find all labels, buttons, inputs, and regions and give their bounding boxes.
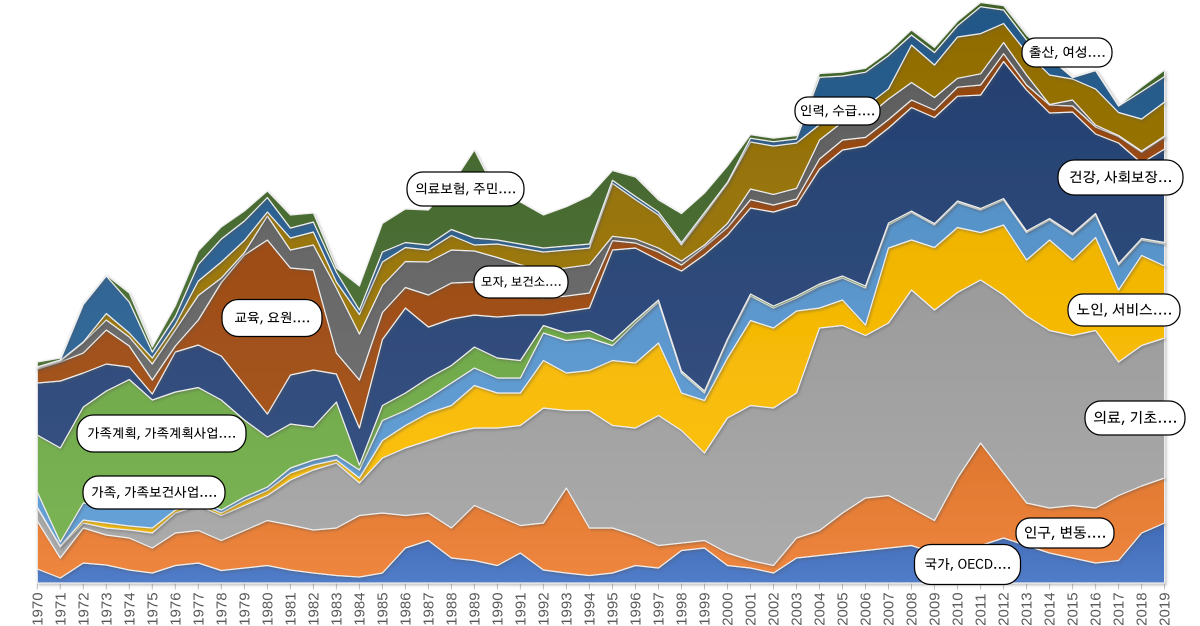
svg-text:2002: 2002 bbox=[766, 592, 783, 625]
svg-text:1974: 1974 bbox=[121, 592, 138, 625]
svg-text:2008: 2008 bbox=[904, 592, 921, 625]
svg-text:2003: 2003 bbox=[789, 592, 806, 625]
svg-text:1999: 1999 bbox=[697, 592, 714, 625]
svg-text:2004: 2004 bbox=[812, 592, 829, 625]
svg-text:1988: 1988 bbox=[444, 592, 461, 625]
svg-text:1970: 1970 bbox=[29, 592, 46, 625]
svg-text:1980: 1980 bbox=[260, 592, 277, 625]
svg-text:1998: 1998 bbox=[674, 592, 691, 625]
svg-text:1982: 1982 bbox=[306, 592, 323, 625]
svg-text:2005: 2005 bbox=[835, 592, 852, 625]
svg-text:1979: 1979 bbox=[237, 592, 254, 625]
svg-text:2012: 2012 bbox=[996, 592, 1013, 625]
svg-text:1986: 1986 bbox=[398, 592, 415, 625]
svg-text:2006: 2006 bbox=[858, 592, 875, 625]
svg-text:1996: 1996 bbox=[628, 592, 645, 625]
svg-text:2009: 2009 bbox=[927, 592, 944, 625]
svg-text:2018: 2018 bbox=[1134, 592, 1151, 625]
svg-text:1973: 1973 bbox=[98, 592, 115, 625]
svg-text:1985: 1985 bbox=[375, 592, 392, 625]
svg-text:1987: 1987 bbox=[421, 592, 438, 625]
svg-text:1995: 1995 bbox=[605, 592, 622, 625]
svg-text:2011: 2011 bbox=[973, 594, 990, 626]
svg-text:1990: 1990 bbox=[490, 592, 507, 625]
svg-text:1972: 1972 bbox=[75, 592, 92, 625]
svg-text:2017: 2017 bbox=[1111, 592, 1128, 625]
svg-text:1997: 1997 bbox=[651, 592, 668, 625]
svg-text:1976: 1976 bbox=[167, 592, 184, 625]
svg-text:1971: 1971 bbox=[52, 592, 69, 625]
svg-text:2019: 2019 bbox=[1157, 592, 1174, 625]
svg-text:2016: 2016 bbox=[1088, 592, 1105, 625]
svg-text:1994: 1994 bbox=[582, 592, 599, 625]
svg-text:1992: 1992 bbox=[536, 592, 553, 625]
svg-text:1975: 1975 bbox=[144, 592, 161, 625]
svg-text:2015: 2015 bbox=[1065, 592, 1082, 625]
svg-text:2010: 2010 bbox=[950, 592, 967, 625]
svg-text:1977: 1977 bbox=[190, 592, 207, 625]
svg-text:2013: 2013 bbox=[1019, 592, 1036, 625]
svg-text:1993: 1993 bbox=[559, 592, 576, 625]
svg-text:2014: 2014 bbox=[1042, 592, 1059, 625]
svg-text:1978: 1978 bbox=[213, 592, 230, 625]
svg-text:1984: 1984 bbox=[352, 592, 369, 625]
svg-text:1989: 1989 bbox=[467, 592, 484, 625]
svg-text:2001: 2001 bbox=[743, 592, 760, 625]
svg-text:1981: 1981 bbox=[283, 592, 300, 625]
svg-text:1983: 1983 bbox=[329, 592, 346, 625]
svg-text:2007: 2007 bbox=[881, 592, 898, 625]
svg-text:1991: 1991 bbox=[513, 592, 530, 625]
svg-text:2000: 2000 bbox=[720, 592, 737, 625]
